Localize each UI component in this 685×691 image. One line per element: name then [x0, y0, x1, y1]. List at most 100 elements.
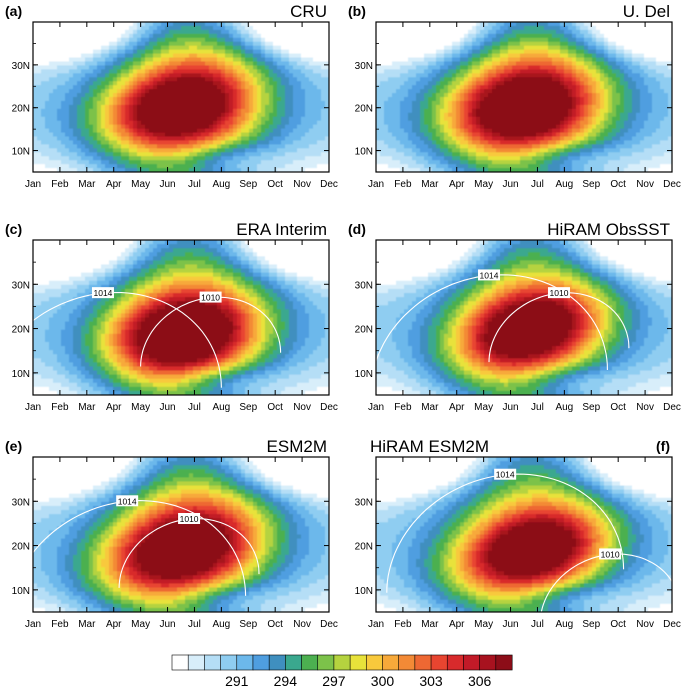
- heat-cell: [376, 61, 381, 67]
- heat-cell: [420, 65, 425, 70]
- heat-cell: [161, 69, 166, 74]
- heat-cell: [53, 73, 58, 78]
- heat-cell: [317, 112, 322, 118]
- heat-cell: [580, 45, 585, 51]
- heat-cell: [592, 97, 597, 102]
- heat-cell: [85, 160, 90, 165]
- heat-cell: [289, 25, 294, 31]
- heat-cell: [177, 156, 182, 161]
- heat-cell: [217, 93, 222, 98]
- heat-cell: [269, 164, 274, 169]
- heat-cell: [237, 41, 242, 47]
- heat-cell: [121, 97, 126, 102]
- heat-cell: [504, 49, 509, 55]
- heat-cell: [37, 136, 42, 142]
- heat-cell: [400, 81, 405, 86]
- heat-cell: [297, 132, 302, 138]
- heat-cell: [532, 37, 537, 43]
- heat-cell: [261, 168, 266, 172]
- heat-cell: [301, 144, 306, 149]
- heat-cell: [512, 148, 517, 153]
- heat-cell: [424, 77, 429, 82]
- heat-cell: [596, 33, 601, 39]
- heat-cell: [209, 73, 214, 78]
- heat-cell: [265, 116, 270, 122]
- heat-cell: [261, 160, 266, 165]
- heat-cell: [245, 45, 250, 51]
- heat-cell: [321, 168, 326, 172]
- heat-cell: [305, 77, 310, 82]
- heat-cell: [289, 152, 294, 157]
- heat-cell: [133, 144, 138, 149]
- heat-cell: [520, 93, 525, 98]
- heat-cell: [321, 112, 326, 118]
- heat-cell: [81, 116, 86, 122]
- heat-cell: [77, 104, 82, 110]
- heat-cell: [153, 156, 158, 161]
- heat-cell: [396, 152, 401, 157]
- heat-cell: [576, 108, 581, 114]
- heat-cell: [544, 104, 549, 110]
- heat-cell: [584, 81, 589, 86]
- heat-cell: [428, 33, 433, 39]
- heat-cell: [109, 144, 114, 149]
- heat-cell: [396, 22, 401, 27]
- heat-cell: [205, 116, 210, 122]
- heat-cell: [540, 136, 545, 142]
- heat-cell: [97, 152, 102, 157]
- heat-cell: [177, 152, 182, 157]
- heat-cell: [185, 160, 190, 165]
- heat-cell: [325, 69, 329, 74]
- heat-cell: [576, 69, 581, 74]
- heat-cell: [309, 81, 314, 86]
- heat-cell: [576, 100, 581, 106]
- heat-cell: [49, 49, 54, 55]
- heat-cell: [161, 116, 166, 122]
- heat-cell: [261, 25, 266, 31]
- heat-cell: [37, 140, 42, 145]
- heat-cell: [293, 61, 298, 67]
- heat-cell: [420, 73, 425, 78]
- heat-cell: [508, 85, 513, 90]
- heat-cell: [237, 22, 242, 27]
- heat-cell: [564, 61, 569, 67]
- heat-cell: [125, 45, 130, 51]
- heat-cell: [85, 97, 90, 102]
- heat-cell: [245, 104, 250, 110]
- heat-cell: [412, 124, 417, 130]
- heat-cell: [396, 89, 401, 94]
- x-tick-label: Oct: [267, 179, 283, 190]
- heat-cell: [404, 73, 409, 78]
- heat-cell: [233, 156, 238, 161]
- heat-cell: [488, 45, 493, 51]
- heat-cell: [321, 128, 326, 134]
- heat-cell: [57, 81, 62, 86]
- heat-cell: [157, 89, 162, 94]
- heat-cell: [536, 73, 541, 78]
- heat-cell: [313, 77, 318, 82]
- heat-cell: [536, 77, 541, 82]
- heat-cell: [508, 132, 513, 138]
- heat-cell: [193, 93, 198, 98]
- heat-cell: [301, 120, 306, 126]
- heat-cell: [273, 89, 278, 94]
- heat-cell: [516, 57, 521, 63]
- heat-cell: [105, 45, 110, 51]
- heat-cell: [460, 108, 465, 114]
- heat-cell: [169, 160, 174, 165]
- heat-cell: [281, 81, 286, 86]
- heat-cell: [392, 160, 397, 165]
- heat-cell: [309, 104, 314, 110]
- heat-cell: [221, 128, 226, 134]
- heat-cell: [173, 29, 178, 35]
- heat-cell: [516, 124, 521, 130]
- heat-cell: [73, 33, 78, 39]
- heat-cell: [412, 108, 417, 114]
- heat-cell: [540, 77, 545, 82]
- heat-cell: [576, 144, 581, 149]
- heat-cell: [317, 53, 322, 59]
- heat-cell: [321, 22, 326, 27]
- heat-cell: [500, 53, 505, 59]
- heat-cell: [165, 144, 170, 149]
- heat-cell: [117, 69, 122, 74]
